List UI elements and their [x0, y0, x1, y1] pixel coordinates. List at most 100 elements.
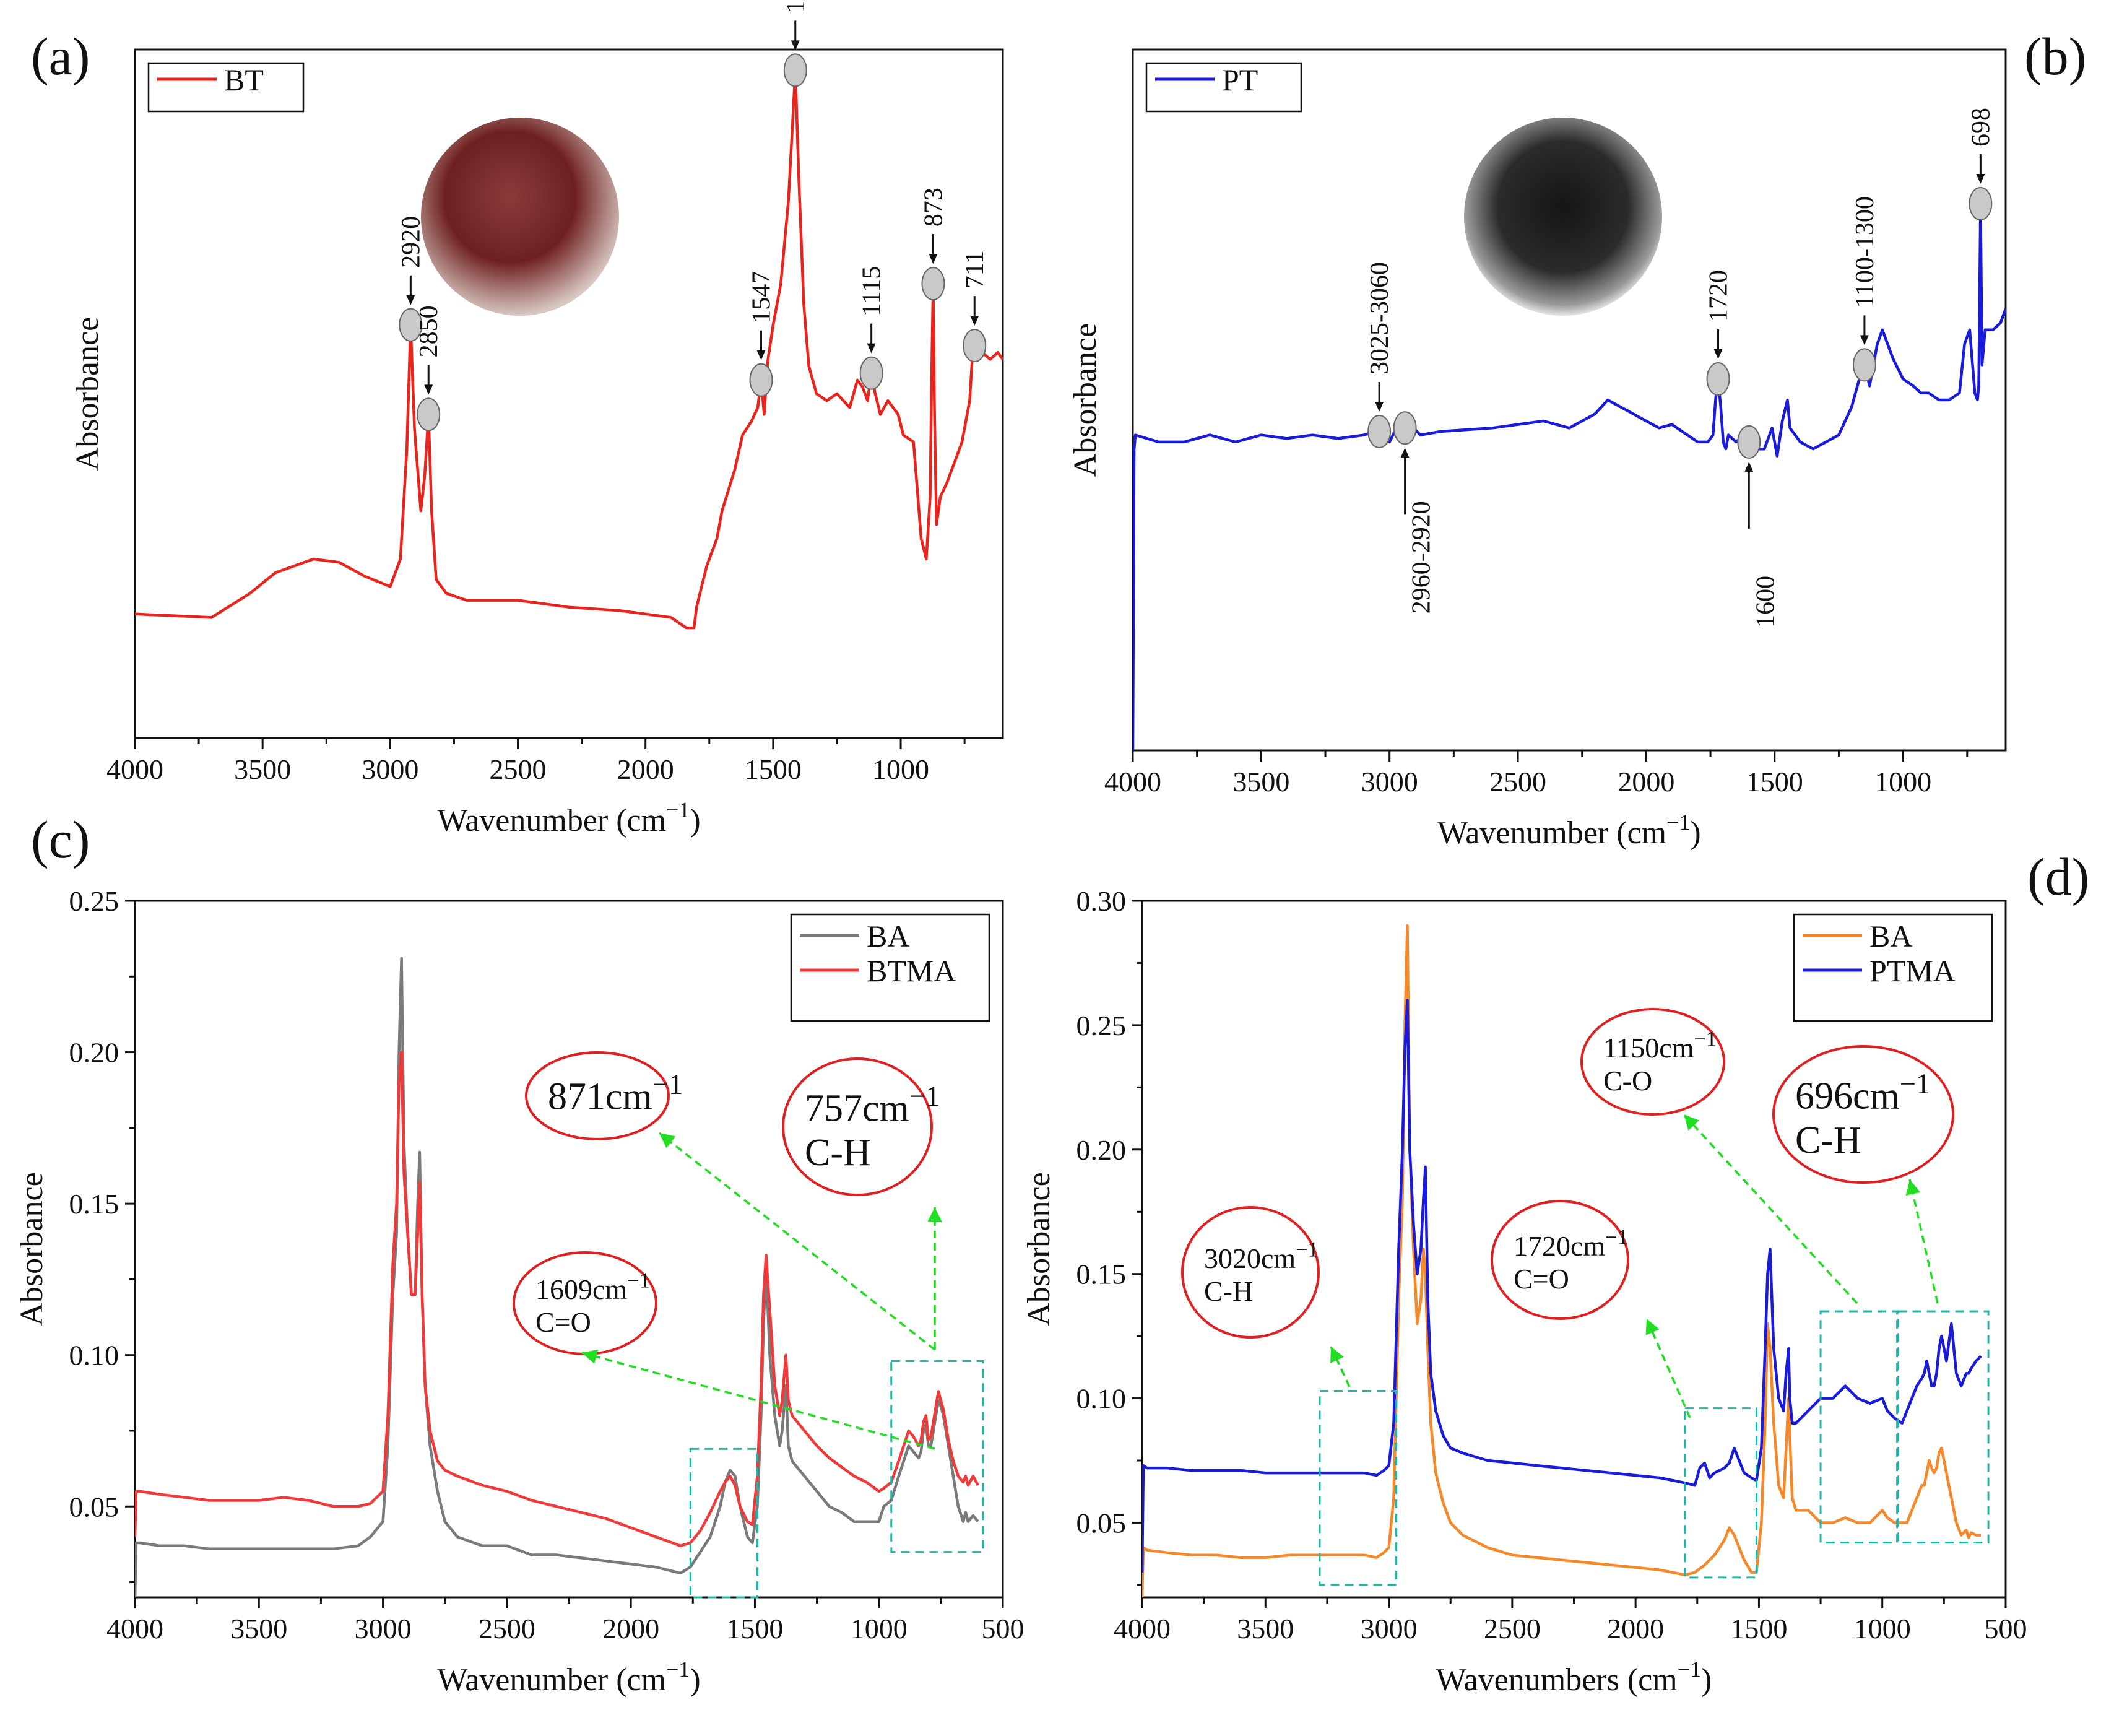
x-tick-label: 1000 [1854, 1613, 1911, 1644]
x-axis-label: Wavenumbers (cm−1) [1436, 1657, 1712, 1698]
annotation-label: 1547 [748, 271, 776, 323]
annotation-arrowhead [970, 316, 979, 326]
panel-b: (b) 4000 3500 3000 2500 2000 1500 1000 Wavenumbe… [1068, 27, 2086, 851]
panel-label: (b) [2024, 27, 2086, 86]
peak-marker [417, 397, 441, 432]
x-tick-label: 3500 [1232, 766, 1289, 797]
annotation-arrowhead [1744, 461, 1754, 472]
callout-arrowhead [1905, 1179, 1920, 1196]
y-tick-label: 0.15 [69, 1188, 119, 1220]
y-axis-label: Absorbance [1021, 1172, 1057, 1326]
legend-box [147, 62, 305, 113]
callout-arrow [1330, 1346, 1351, 1387]
annotation-label: 2850 [415, 305, 443, 357]
callout-bubble: 1720cm−1C=O [1491, 1200, 1629, 1320]
annotation-label: 873 [919, 188, 948, 227]
highlight-box [1319, 1390, 1398, 1586]
annotation-label: 2960-2920 [1408, 501, 1436, 614]
annotation-arrowhead [424, 384, 433, 395]
panel-label: (c) [31, 810, 90, 869]
x-axis: 4000 3500 3000 2500 2000 1500 1000 [106, 738, 966, 785]
x-tick-label: 3000 [1361, 1613, 1418, 1644]
peak-marker [1706, 362, 1730, 396]
peak-marker [921, 267, 945, 301]
y-tick-label: 0.15 [1076, 1259, 1127, 1290]
annotation-label: 1115 [858, 266, 886, 316]
x-axis: 4000 3500 3000 2500 2000 1500 1000 500 [1114, 1597, 2027, 1644]
callout-arrowhead [927, 1207, 942, 1222]
panel-d: (d)4000 3500 3000 2500 2000 1500 1000 5000.050.… [1021, 847, 2089, 1698]
x-tick-label: 2500 [1489, 766, 1546, 797]
series-line-bt [135, 69, 1003, 630]
x-tick-label: 2000 [617, 753, 674, 785]
y-tick-label: 0.05 [1076, 1507, 1127, 1539]
x-tick-label: 4000 [106, 1613, 163, 1644]
x-tick-label: 4000 [1114, 1613, 1171, 1644]
x-tick-label: 2500 [490, 753, 547, 785]
callout-assignment: C=O [535, 1306, 591, 1338]
y-axis: 0.05 0.10 0.15 0.20 0.25 [69, 885, 135, 1584]
peak-annotation: 1115 [858, 266, 886, 390]
x-tick-label: 4000 [106, 753, 163, 785]
y-axis-label: Absorbance [70, 317, 105, 471]
y-axis-label: Absorbance [1068, 323, 1103, 477]
legend-box [1793, 913, 1993, 1022]
peak-marker [399, 308, 423, 342]
x-tick-label: 4000 [1104, 766, 1161, 797]
peak-marker [1852, 348, 1876, 382]
annotation-arrowhead [756, 350, 766, 360]
callout-bubble: 696cm−1C-H [1772, 1045, 1954, 1184]
callout-ellipse [1491, 1200, 1629, 1320]
peak-annotation: 2960-2920 [1393, 411, 1436, 614]
callout-value: 1150cm−1 [1603, 1028, 1717, 1064]
peak-marker [963, 329, 987, 363]
peak-marker [1367, 414, 1392, 448]
x-tick-label: 1000 [1874, 766, 1931, 797]
highlight-box [689, 1447, 758, 1599]
callout-bubble: 871cm−1 [525, 1051, 683, 1140]
x-axis-label: Wavenumber (cm−1) [437, 1657, 700, 1698]
callout-bubble: 757cm−1C-H [782, 1057, 940, 1196]
plot-frame [1132, 48, 2007, 752]
annotation-arrowhead [1375, 401, 1384, 412]
peak-annotation: 1100-1300 [1851, 196, 1879, 382]
callout-assignment: C-O [1603, 1065, 1652, 1096]
panel-c: (c)4000 3500 3000 2500 2000 1500 1000 5000.050.… [14, 810, 1025, 1698]
y-tick-label: 0.25 [69, 885, 119, 917]
callout-assignment: C-H [1204, 1275, 1253, 1307]
peak-marker [859, 356, 883, 390]
callout-bubble: 3020cm−1C-H [1181, 1206, 1320, 1339]
peak-annotation: 873 [919, 188, 948, 301]
callout-bubble: 1150cm−1C-O [1580, 1008, 1725, 1116]
callout-ellipse [1181, 1206, 1320, 1339]
x-tick-label: 3500 [234, 753, 291, 785]
peak-annotation: 1600 [1737, 425, 1780, 628]
x-tick-label: 1000 [851, 1613, 908, 1644]
callout-ellipse [525, 1051, 670, 1140]
peak-annotation: 1413 [782, 0, 810, 87]
callout-arrowhead [582, 1349, 599, 1364]
legend-label-ba: BA [867, 919, 909, 953]
callout-arrowhead [659, 1133, 676, 1148]
y-tick-label: 0.10 [69, 1340, 119, 1371]
powder-photo-black [1464, 118, 1662, 316]
y-axis: 0.05 0.10 0.15 0.20 0.25 0.30 [1076, 885, 1142, 1586]
highlight-box [1684, 1407, 1757, 1579]
annotation-label: 2920 [397, 216, 425, 268]
y-tick-label: 0.05 [69, 1491, 119, 1522]
y-axis-label: Absorbance [14, 1172, 50, 1326]
legend: BT [147, 62, 305, 113]
series-line-btma [135, 1051, 979, 1548]
x-tick-label: 3500 [230, 1613, 287, 1644]
legend-box [1145, 62, 1302, 113]
y-tick-label: 0.20 [69, 1037, 119, 1069]
series-line-ba [1142, 924, 1982, 1597]
legend-label-btma: BTMA [867, 953, 956, 988]
annotation-arrowhead [1860, 335, 1869, 345]
callout-ellipse [1580, 1008, 1725, 1116]
plot-frame [134, 48, 1004, 739]
callout-arrowhead [1330, 1347, 1344, 1363]
annotation-label: 3025-3060 [1366, 262, 1394, 375]
annotation-label: 1100-1300 [1851, 196, 1879, 308]
callout-arrow [1908, 1179, 1939, 1304]
